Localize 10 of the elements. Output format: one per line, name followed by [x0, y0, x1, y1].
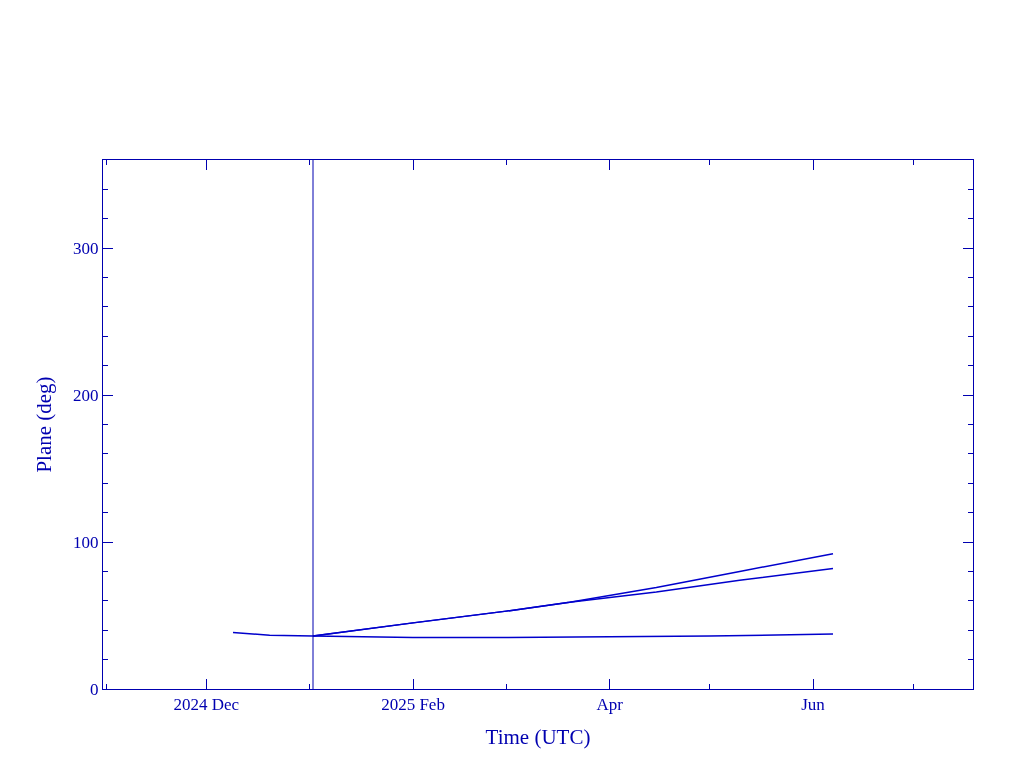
x-tick-label: 2025 Feb: [381, 695, 445, 715]
x-tick-label: 2024 Dec: [173, 695, 240, 715]
x-tick-label: Jun: [801, 695, 826, 715]
y-tick-label: 300: [73, 239, 99, 259]
x-axis-title: Time (UTC): [485, 724, 591, 749]
y-tick-label: 200: [73, 386, 99, 406]
y-tick-label: 100: [73, 533, 99, 553]
y-tick-label: 0: [90, 679, 99, 699]
x-tick-label: Apr: [596, 695, 624, 715]
y-axis-title: Plane (deg): [32, 376, 57, 473]
